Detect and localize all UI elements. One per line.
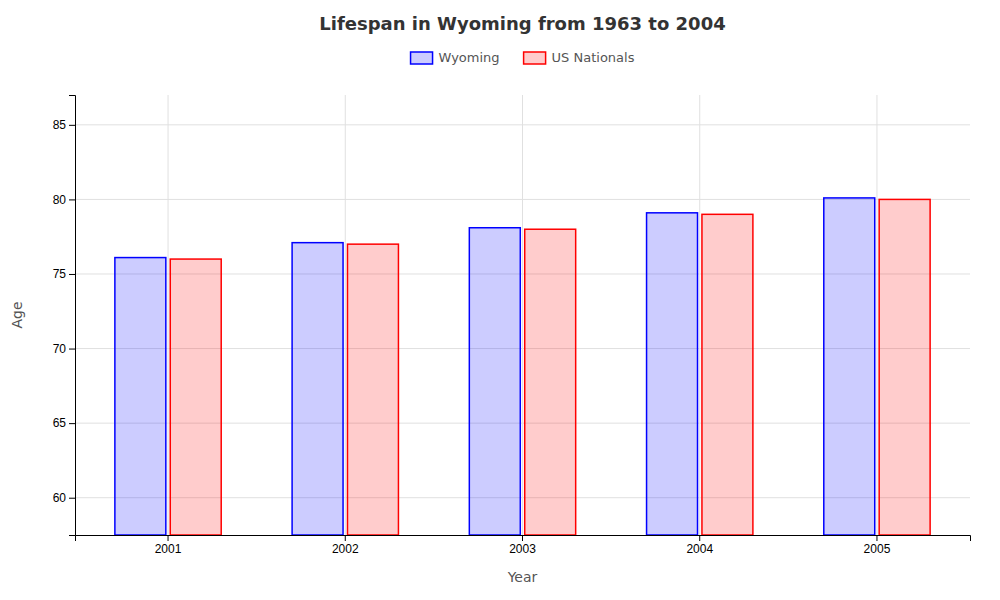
x-tick: 2001 [155, 535, 182, 556]
y-tick: 75 [53, 267, 75, 281]
y-tick-label: 75 [53, 267, 67, 281]
x-tick-mark [522, 535, 523, 541]
x-tick-label: 2004 [686, 542, 713, 556]
y-tick-mark [69, 125, 75, 126]
x-tick: 2002 [332, 535, 359, 556]
y-axis: 60 65 70 75 80 85 [53, 96, 76, 536]
y-tick-label: 60 [53, 491, 67, 505]
y-tick: 80 [53, 193, 75, 207]
y-tick-mark [69, 199, 75, 200]
y-tick: 65 [53, 416, 75, 430]
y-axis-line [69, 96, 76, 536]
chart-container: 60 65 70 75 80 85 2001 2002 2003 2004 2005 Lifespan… [0, 0, 1000, 600]
y-axis-title: Age [9, 301, 25, 328]
chart-svg: 60 65 70 75 80 85 2001 2002 2003 2004 2005 Lifespan… [0, 0, 1000, 600]
y-tick-label: 85 [53, 118, 67, 132]
y-tick: 85 [53, 118, 75, 132]
x-tick: 2004 [686, 535, 713, 556]
x-tick-label: 2001 [155, 542, 182, 556]
legend-label: Wyoming [439, 50, 500, 65]
bar [347, 244, 398, 535]
bar [879, 199, 930, 535]
bar [647, 213, 698, 535]
plot-area: 60 65 70 75 80 85 2001 2002 2003 2004 2005 [53, 95, 971, 556]
y-tick-mark [69, 498, 75, 499]
x-axis-line [76, 536, 971, 542]
grid-line [168, 95, 169, 535]
x-tick-label: 2003 [509, 542, 536, 556]
grid-line [876, 95, 877, 535]
legend-item: Wyoming [411, 50, 500, 65]
bar [115, 258, 166, 535]
x-tick-mark [699, 535, 700, 541]
x-axis: 2001 2002 2003 2004 2005 [76, 535, 971, 556]
bar [824, 198, 875, 535]
x-axis-title: Year [507, 569, 538, 585]
title: Lifespan in Wyoming from 1963 to 2004 [319, 13, 725, 34]
grid-line [522, 95, 523, 535]
x-tick-mark [876, 535, 877, 541]
bar [702, 214, 753, 535]
legend-swatch [411, 52, 433, 64]
bar [469, 228, 520, 535]
x-tick-mark [168, 535, 169, 541]
y-tick-label: 80 [53, 193, 67, 207]
legend-swatch [524, 52, 546, 64]
grid [75, 95, 970, 535]
x-tick: 2005 [864, 535, 891, 556]
bar [525, 229, 576, 535]
grid-line [345, 95, 346, 535]
y-tick-mark [69, 274, 75, 275]
bar-series [115, 198, 875, 535]
y-tick-mark [69, 423, 75, 424]
x-tick-label: 2002 [332, 542, 359, 556]
legend: Wyoming US Nationals [411, 50, 635, 65]
y-tick-label: 70 [53, 342, 67, 356]
legend-item: US Nationals [524, 50, 635, 65]
x-tick: 2003 [509, 535, 536, 556]
bars [115, 198, 930, 535]
bar-series [170, 199, 930, 535]
y-tick: 70 [53, 342, 75, 356]
y-tick: 60 [53, 491, 75, 505]
bar [170, 259, 221, 535]
legend-label: US Nationals [552, 50, 635, 65]
y-tick-label: 65 [53, 416, 67, 430]
x-tick-label: 2005 [864, 542, 891, 556]
x-tick-mark [345, 535, 346, 541]
y-tick-mark [69, 349, 75, 350]
bar [292, 243, 343, 535]
grid-line [699, 95, 700, 535]
